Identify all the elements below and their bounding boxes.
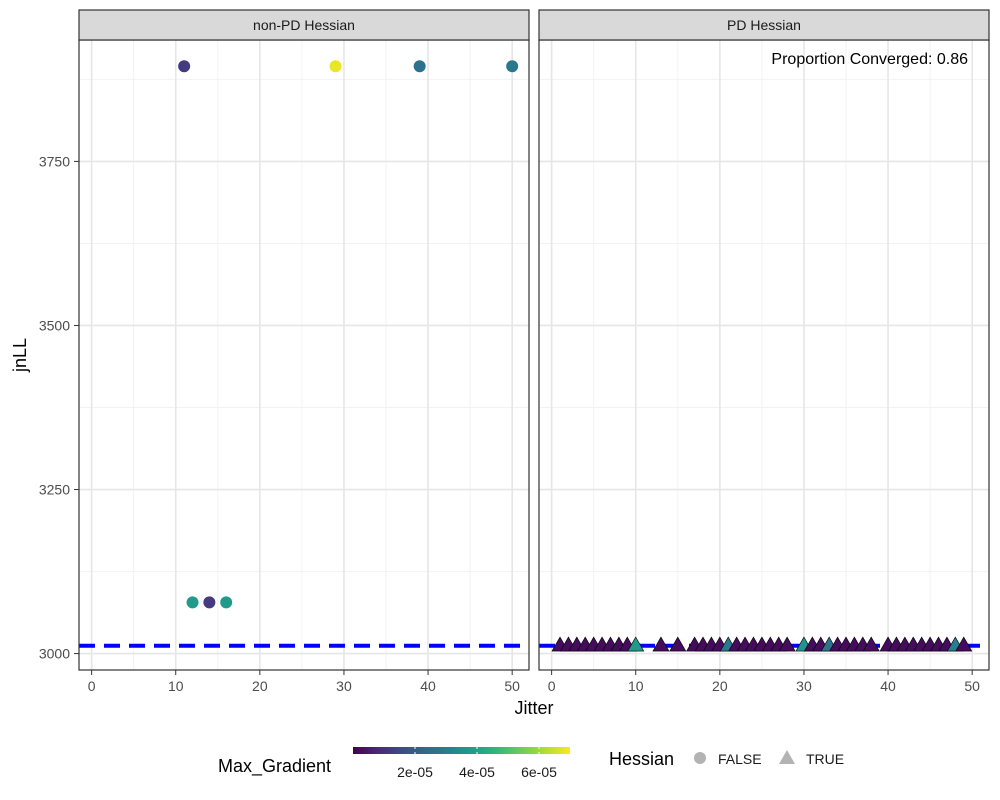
color-bar-tick-label: 6e-05 (521, 764, 557, 780)
data-point-circle (203, 596, 216, 609)
data-point-circle (186, 596, 199, 609)
x-axis-title: Jitter (514, 698, 553, 718)
facet-strip (538, 9, 990, 41)
data-point-circle (329, 60, 342, 73)
data-point-triangle (652, 636, 670, 652)
x-tick-label: 0 (88, 678, 96, 694)
color-bar (353, 747, 570, 754)
x-tick-label: 30 (796, 678, 812, 694)
color-legend-title: Max_Gradient (218, 756, 331, 777)
data-point-triangle (669, 636, 687, 652)
y-tick-label: 3000 (39, 646, 70, 662)
y-tick-label: 3500 (39, 317, 70, 333)
x-tick-label: 0 (548, 678, 556, 694)
x-tick-label: 40 (880, 678, 896, 694)
data-point-triangle (955, 636, 973, 652)
proportion-converged-annotation: Proportion Converged: 0.86 (771, 51, 968, 68)
data-point-triangle (862, 636, 880, 652)
color-bar-tick-label: 4e-05 (459, 764, 495, 780)
y-axis-title: jnLL (10, 338, 30, 373)
color-bar-tick-label: 2e-05 (397, 764, 433, 780)
data-point-triangle (778, 636, 796, 652)
panel-background (79, 40, 529, 670)
legend-key-triangle (779, 750, 795, 764)
panel-pd: PD Hessian 0 10 20 30 40 50 Proportion Converge… (538, 9, 990, 694)
x-tick-label: 20 (252, 678, 268, 694)
x-tick-label: 10 (628, 678, 644, 694)
data-point-circle (506, 60, 519, 73)
panel-non-pd: non-PD Hessian 0 10 20 30 40 50 3000 3250 3500 375… (39, 9, 530, 694)
legend-label-true: TRUE (806, 751, 844, 767)
facet-strip-label: PD Hessian (727, 17, 801, 33)
shape-legend: Hessian FALSE TRUE (609, 749, 844, 769)
y-tick-label: 3750 (39, 153, 70, 169)
x-tick-label: 10 (168, 678, 184, 694)
facet-strip (78, 9, 530, 41)
legend-label-false: FALSE (718, 751, 762, 767)
x-tick-label: 50 (964, 678, 980, 694)
color-legend: Max_Gradient 2e-05 4e-05 6e-05 (218, 747, 570, 780)
facet-strip-label: non-PD Hessian (253, 17, 355, 33)
x-tick-label: 50 (504, 678, 520, 694)
legend-key-circle (694, 752, 706, 764)
y-tick-label: 3250 (39, 482, 70, 498)
x-tick-label: 40 (420, 678, 436, 694)
x-tick-label: 20 (712, 678, 728, 694)
data-point-circle (220, 596, 233, 609)
panel-background (539, 40, 989, 670)
data-point-triangle (627, 636, 645, 652)
data-point-circle (413, 60, 426, 73)
shape-legend-title: Hessian (609, 749, 674, 769)
x-tick-label: 30 (336, 678, 352, 694)
data-point-circle (178, 60, 191, 73)
